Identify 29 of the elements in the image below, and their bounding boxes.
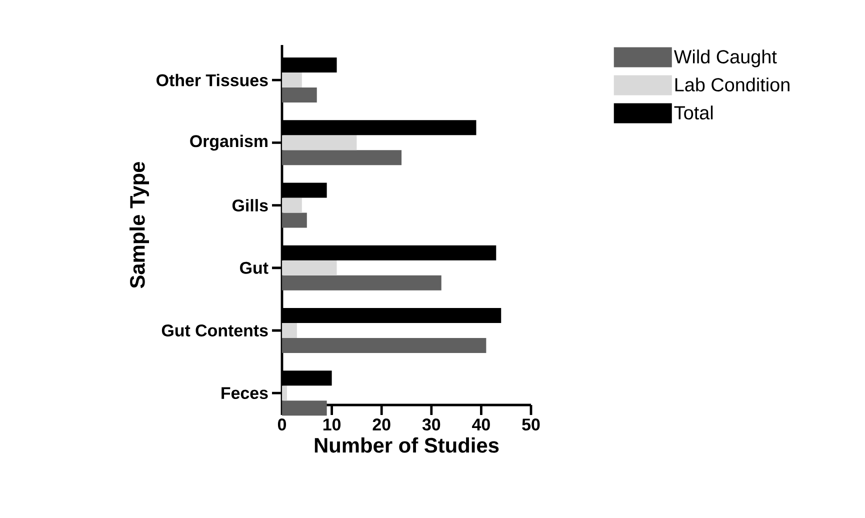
- legend-label: Wild Caught: [674, 50, 777, 68]
- x-tick-label: 30: [422, 418, 440, 431]
- bar: [282, 386, 287, 401]
- bar: [282, 135, 357, 150]
- bar: [282, 212, 307, 228]
- y-tick-label: Organism: [190, 134, 268, 151]
- legend-label: Lab Condition: [675, 78, 790, 92]
- bar: [282, 338, 486, 353]
- y-tick-label: Gut: [240, 262, 268, 274]
- y-tick-label: Feces: [222, 387, 268, 400]
- bar: [282, 322, 297, 338]
- bar: [282, 198, 302, 213]
- y-tick-label: Gills: [232, 199, 268, 212]
- y-axis-title: Sample Type: [130, 162, 149, 288]
- bar: [282, 275, 442, 290]
- bar: [282, 400, 327, 416]
- x-tick-label: 50: [522, 418, 540, 431]
- x-tick-label: 0: [278, 418, 286, 431]
- bar: [282, 72, 302, 88]
- x-tick-label: 40: [472, 418, 490, 431]
- bar: [282, 150, 402, 166]
- bar: [282, 88, 317, 103]
- y-tick-label: Other Tissues: [156, 74, 268, 86]
- legend-label: Total: [674, 106, 713, 120]
- x-axis-title: Number of Studies: [314, 437, 499, 453]
- bar: [282, 260, 337, 276]
- x-tick-label: 10: [323, 418, 341, 431]
- x-tick-label: 20: [372, 418, 390, 431]
- y-tick-label: Gut Contents: [162, 324, 268, 336]
